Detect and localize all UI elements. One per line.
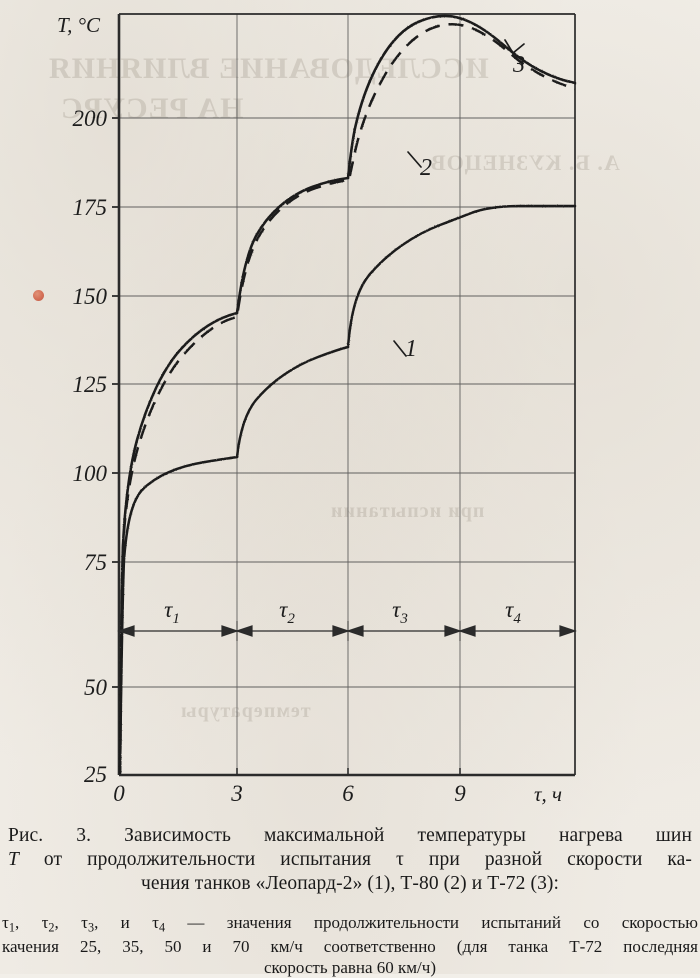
y-tick-50: 50	[84, 675, 108, 700]
interval-label-tau4: τ4	[505, 597, 521, 627]
y-tick-150: 150	[73, 284, 108, 309]
y-tick-25: 25	[84, 762, 107, 787]
chart-gridlines	[119, 14, 575, 775]
curve-3-t72	[118, 23, 576, 774]
y-axis-ticks	[112, 117, 119, 688]
margin-ink-dot	[33, 290, 44, 301]
chart-frame	[117, 13, 576, 777]
curve-1-leopard2	[118, 204, 577, 775]
curve-label-1: 1	[405, 336, 417, 362]
curve-2-t80	[118, 14, 577, 775]
interval-label-tau3: τ3	[392, 597, 408, 627]
subcaption-line-1-rest: — значения продолжительности испытаний с…	[165, 913, 699, 932]
interval-arrow-row	[117, 621, 577, 641]
y-tick-125: 125	[73, 372, 108, 397]
y-tick-100: 100	[73, 461, 108, 486]
y-tick-200: 200	[73, 106, 108, 131]
x-axis-title: τ, ч	[534, 782, 562, 806]
x-tick-6: 6	[342, 781, 354, 806]
caption-line-2: T от продолжительности испытания τ при р…	[0, 848, 700, 872]
x-axis-ticks	[236, 768, 461, 775]
subcaption-line-1: τ1, τ2, τ3, и τ4 — значения продолжитель…	[0, 912, 700, 936]
y-axis-title: T, °C	[57, 13, 101, 37]
subcaption-taus: τ1, τ2, τ3, и τ4	[2, 913, 166, 935]
caption-symbol-T: T	[8, 848, 19, 870]
x-tick-9: 9	[454, 781, 466, 806]
subcaption-line-2: качения 25, 35, 50 и 70 км/ч соответстве…	[2, 936, 698, 956]
caption-line-1: Рис. 3. Зависимость максимальной темпера…	[8, 825, 692, 846]
subcaption-line-3: скорость равна 60 км/ч)	[263, 957, 436, 977]
caption-line-2-rest: от продолжительности испытания τ при раз…	[18, 848, 692, 870]
interval-label-tau1: τ1	[164, 597, 180, 627]
x-tick-3: 3	[230, 781, 243, 806]
x-tick-0: 0	[113, 781, 125, 806]
figure-caption: Рис. 3. Зависимость максимальной темпера…	[0, 824, 700, 895]
curve-label-3: 3	[512, 52, 525, 78]
curve-label-leaders	[393, 39, 525, 357]
y-tick-175: 175	[73, 195, 108, 220]
caption-line-3: чения танков «Леопард-2» (1), Т-80 (2) и…	[140, 872, 560, 894]
interval-label-tau2: τ2	[279, 597, 295, 627]
curve-label-2: 2	[420, 155, 432, 181]
figure-subcaption: τ1, τ2, τ3, и τ4 — значения продолжитель…	[0, 912, 700, 978]
y-tick-75: 75	[84, 550, 107, 575]
